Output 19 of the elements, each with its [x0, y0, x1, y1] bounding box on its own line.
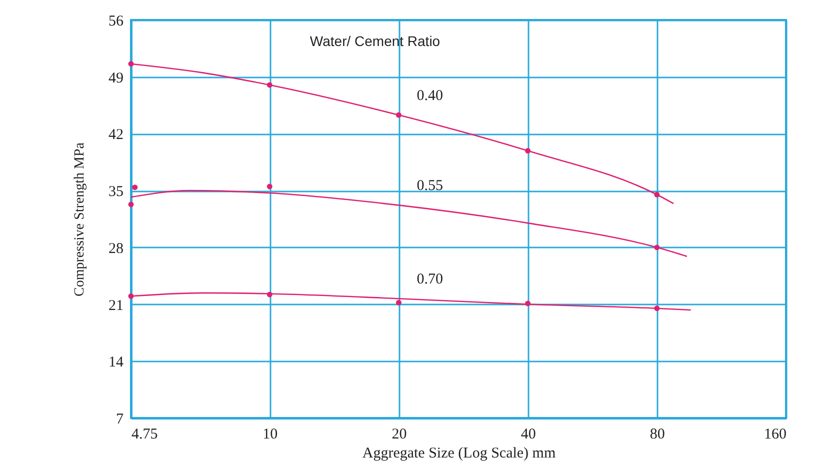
x-tick-label: 40 — [520, 426, 536, 442]
x-tick-label: 10 — [262, 426, 278, 442]
y-tick-label: 7 — [116, 412, 124, 428]
y-tick-label: 35 — [108, 184, 124, 200]
series-label: 0.70 — [416, 272, 443, 288]
y-axis-title: Compressive Strength MPa — [72, 142, 88, 296]
y-tick-label: 49 — [108, 70, 124, 86]
y-tick-label: 21 — [108, 298, 124, 314]
x-axis-title: Aggregate Size (Log Scale) mm — [362, 446, 556, 462]
series-label: 0.55 — [416, 178, 443, 194]
y-tick-label: 28 — [108, 240, 124, 257]
series-label: 0.40 — [416, 88, 443, 104]
y-tick-label: 14 — [108, 354, 124, 371]
y-tick-label: 56 — [108, 14, 124, 30]
x-tick-label: 80 — [650, 426, 665, 442]
x-tick-label: 4.75 — [132, 426, 158, 442]
y-tick-label: 42 — [108, 127, 124, 144]
x-tick-label: 160 — [764, 426, 786, 442]
x-tick-label: 20 — [392, 426, 407, 442]
